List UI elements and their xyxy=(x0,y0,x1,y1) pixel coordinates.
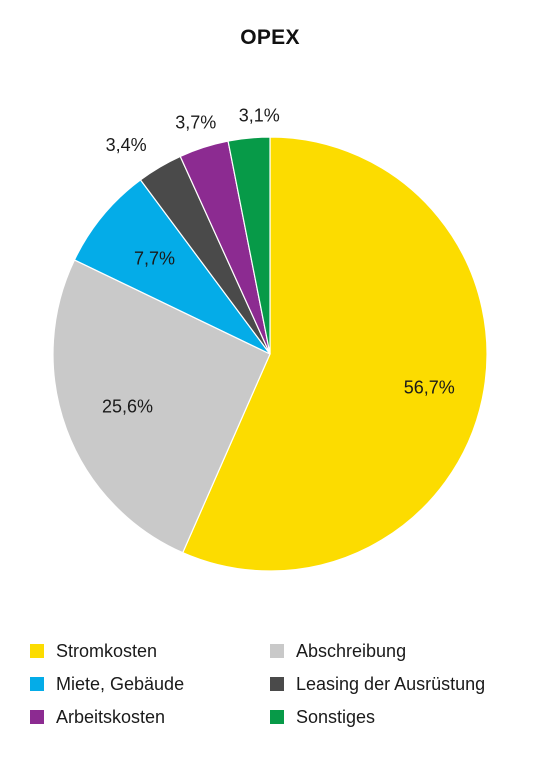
legend-label-arbeitskosten: Arbeitskosten xyxy=(56,706,166,727)
legend-swatch-stromkosten xyxy=(30,644,44,658)
pie-slice-sonstiges xyxy=(227,136,271,355)
legend-item-stromkosten: Stromkosten xyxy=(30,640,270,662)
legend-item-abschreibung: Abschreibung xyxy=(270,640,510,662)
legend-swatch-sonstiges xyxy=(270,710,284,724)
data-label-stromkosten: 56,7% xyxy=(404,377,455,397)
legend-item-arbeitskosten: Arbeitskosten xyxy=(30,706,270,728)
legend-swatch-leasing xyxy=(270,677,284,691)
legend-swatch-miete-gebaeude xyxy=(30,677,44,691)
legend-swatch-arbeitskosten xyxy=(30,710,44,724)
data-label-leasing-der-ausruestung: 3,4% xyxy=(106,135,147,155)
legend-label-abschreibung: Abschreibung xyxy=(296,640,407,661)
legend-item-miete-gebaeude: Miete, Gebäude xyxy=(30,673,270,695)
data-label-abschreibung: 25,6% xyxy=(102,397,153,417)
legend-swatch-abschreibung xyxy=(270,644,284,658)
chart-title: OPEX xyxy=(240,26,300,49)
data-label-arbeitskosten: 3,7% xyxy=(175,113,216,133)
pie-slice-miete-gebaeude xyxy=(73,179,271,355)
legend-label-miete-gebaeude: Miete, Gebäude xyxy=(56,673,185,694)
legend-item-leasing: Leasing der Ausrüstung xyxy=(270,673,510,695)
legend-label-stromkosten: Stromkosten xyxy=(56,640,158,661)
data-label-sonstiges: 3,1% xyxy=(239,106,280,126)
legend: Stromkosten Abschreibung Miete, Gebäude … xyxy=(30,640,520,728)
legend-label-sonstiges: Sonstiges xyxy=(296,706,376,727)
legend-item-sonstiges: Sonstiges xyxy=(270,706,510,728)
pie-slice-stromkosten xyxy=(181,136,488,572)
legend-label-leasing: Leasing der Ausrüstung xyxy=(296,673,486,694)
data-label-miete-gebaeude: 7,7% xyxy=(134,249,175,269)
pie-slice-abschreibung xyxy=(52,259,271,554)
